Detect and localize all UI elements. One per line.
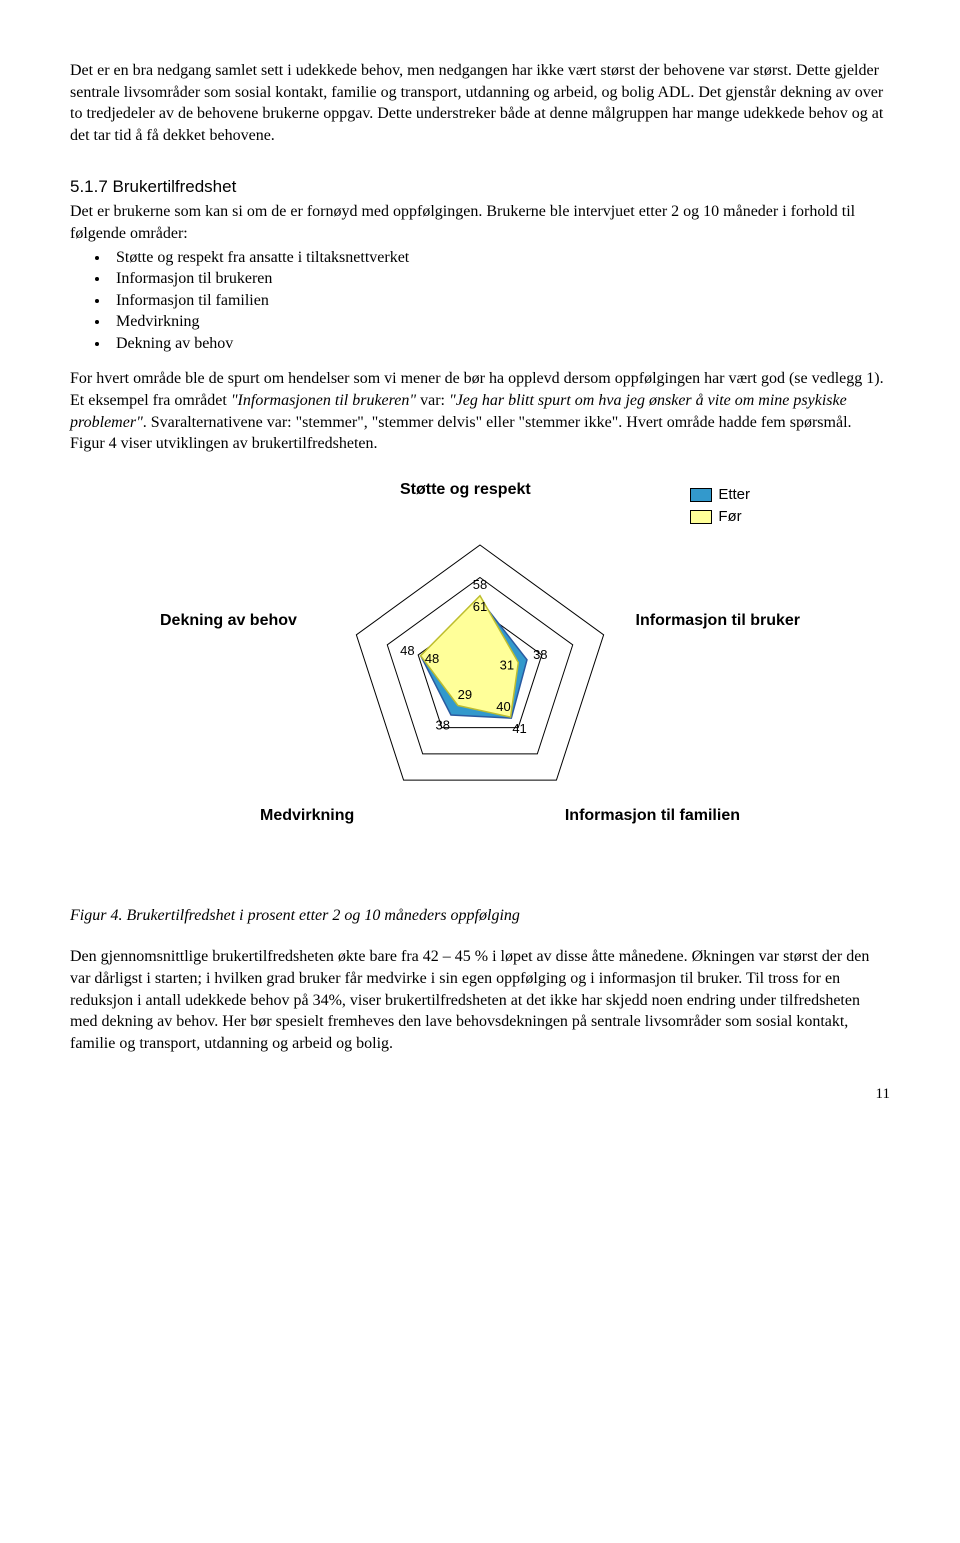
svg-text:38: 38: [533, 647, 547, 662]
axis-label-left: Dekning av behov: [160, 610, 297, 632]
legend-label: Etter: [718, 485, 750, 505]
list-item: Informasjon til brukeren: [110, 268, 890, 290]
bullet-list: Støtte og respekt fra ansatte i tiltaksn…: [70, 247, 890, 355]
figure-caption: Figur 4. Brukertilfredshet i prosent ett…: [70, 905, 890, 927]
paragraph-result: Den gjennomsnittlige brukertilfredsheten…: [70, 946, 890, 1054]
axis-label-top: Støtte og respekt: [400, 479, 531, 501]
svg-text:41: 41: [512, 721, 526, 736]
legend-swatch-icon: [690, 488, 712, 502]
axis-label-bottom-right: Informasjon til familien: [565, 805, 740, 827]
list-item: Dekning av behov: [110, 333, 890, 355]
legend-item-etter: Etter: [690, 485, 750, 505]
legend-label: Før: [718, 507, 741, 527]
legend-item-for: Før: [690, 507, 750, 527]
paragraph-lead: Det er brukerne som kan si om de er forn…: [70, 201, 890, 244]
chart-legend: Etter Før: [690, 485, 750, 530]
svg-text:48: 48: [400, 643, 414, 658]
svg-text:29: 29: [458, 687, 472, 702]
axis-label-bottom-left: Medvirkning: [260, 805, 354, 827]
section-heading: 5.1.7 Brukertilfredshet: [70, 176, 890, 199]
page-number: 11: [70, 1084, 890, 1104]
svg-text:58: 58: [473, 577, 487, 592]
svg-text:38: 38: [436, 718, 450, 733]
list-item: Informasjon til familien: [110, 290, 890, 312]
axis-label-right: Informasjon til bruker: [636, 610, 800, 632]
paragraph-intro: Det er en bra nedgang samlet sett i udek…: [70, 60, 890, 146]
svg-text:31: 31: [500, 658, 514, 673]
paragraph-method: For hvert område ble de spurt om hendels…: [70, 368, 890, 454]
radar-chart: Etter Før Støtte og respekt Informasjon …: [170, 485, 790, 865]
list-item: Medvirkning: [110, 311, 890, 333]
svg-text:61: 61: [473, 599, 487, 614]
list-item: Støtte og respekt fra ansatte i tiltaksn…: [110, 247, 890, 269]
svg-text:40: 40: [496, 699, 510, 714]
svg-text:48: 48: [425, 651, 439, 666]
legend-swatch-icon: [690, 510, 712, 524]
